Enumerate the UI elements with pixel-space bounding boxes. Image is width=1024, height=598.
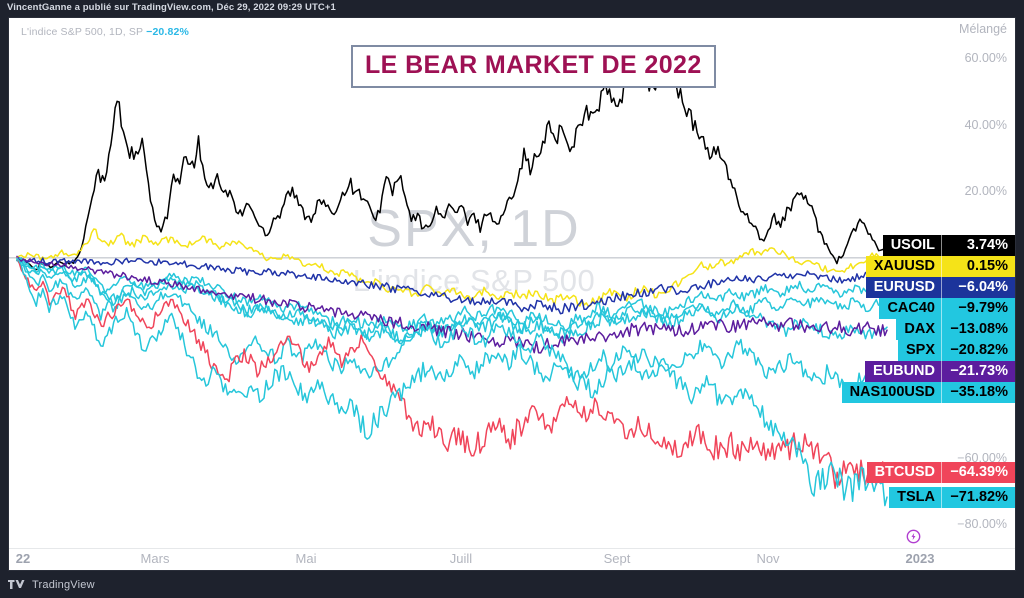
- price-tick: 40.00%: [964, 117, 1007, 132]
- time-tick: Mai: [295, 551, 317, 566]
- series-badge-usoil[interactable]: USOIL 3.74%: [882, 234, 1015, 256]
- series-badge-symbol: DAX: [904, 321, 935, 338]
- series-badge-value: −71.82%: [941, 486, 1015, 508]
- series-badge-symbol: NAS100USD: [849, 384, 935, 401]
- series-badge-symbol: TSLA: [897, 488, 935, 505]
- series-badge-symbol: XAUUSD: [873, 258, 935, 275]
- series-badge-symbol: EURUSD: [873, 279, 935, 296]
- series-badge-symbol: BTCUSD: [874, 464, 935, 481]
- series-badge-value: −21.73%: [941, 360, 1015, 382]
- legend-symbol-text: L'indice S&P 500, 1D, SP: [21, 26, 144, 38]
- price-tick: −60.00%: [957, 450, 1007, 465]
- plot-area[interactable]: SPX, 1D L'indice S&P 500 L'indice S&P 50…: [9, 18, 939, 551]
- time-tick: Mars: [140, 551, 170, 566]
- series-badge-symbol: EUBUND: [872, 363, 935, 380]
- series-badge-eurusd[interactable]: EURUSD −6.04%: [865, 276, 1015, 298]
- series-badge-nas100usd[interactable]: NAS100USD −35.18%: [841, 381, 1015, 403]
- time-scale[interactable]: 22 Mars Mai Juill Sept Nov 2023: [9, 548, 1015, 570]
- legend-change-value: −20.82%: [146, 26, 189, 38]
- series-badge-value: −64.39%: [941, 461, 1015, 483]
- price-tick: 20.00%: [964, 184, 1007, 199]
- series-line-btcusd: [16, 256, 888, 490]
- series-badge-btcusd[interactable]: BTCUSD −64.39%: [866, 461, 1015, 483]
- series-badge-symbol: USOIL: [890, 237, 935, 254]
- series-badge-xauusd[interactable]: XAUUSD 0.15%: [865, 255, 1015, 277]
- series-line-dax: [16, 257, 888, 344]
- publisher-bar: VincentGanne a publié sur TradingView.co…: [0, 0, 1024, 16]
- series-line-xauusd: [16, 228, 888, 308]
- series-badge-spx[interactable]: SPX −20.82%: [897, 339, 1015, 361]
- series-badge-tsla[interactable]: TSLA −71.82%: [889, 486, 1015, 508]
- series-line-spx: [16, 257, 888, 345]
- series-badge-value: 0.15%: [941, 255, 1015, 277]
- series-badge-value: −9.79%: [941, 297, 1015, 319]
- series-badge-value: −6.04%: [941, 276, 1015, 298]
- price-tick: −80.00%: [957, 517, 1007, 532]
- series-badge-value: −35.18%: [941, 381, 1015, 403]
- time-tick: Nov: [756, 551, 780, 566]
- lightning-bolt-icon[interactable]: [906, 529, 921, 544]
- price-scale-mode-label: Mélangé: [959, 22, 1007, 36]
- series-line-usoil: [16, 52, 888, 271]
- title-banner: LE BEAR MARKET DE 2022: [351, 45, 716, 88]
- series-line-nas100usd: [16, 259, 888, 399]
- series-plot: [9, 52, 939, 507]
- series-badge-cac40[interactable]: CAC40 −9.79%: [879, 297, 1015, 319]
- chart-frame: SPX, 1D L'indice S&P 500 L'indice S&P 50…: [8, 17, 1016, 571]
- series-badge-value: −13.08%: [941, 318, 1015, 340]
- time-tick: 22: [15, 551, 31, 566]
- price-tick: 60.00%: [964, 50, 1007, 65]
- series-badge-symbol: CAC40: [887, 300, 935, 317]
- chart-symbol-legend[interactable]: L'indice S&P 500, 1D, SP −20.82%: [21, 26, 189, 38]
- series-line-tsla: [16, 257, 888, 507]
- tradingview-footer: TradingView: [0, 571, 1024, 598]
- series-line-cac40: [16, 257, 888, 333]
- tradingview-brand-label: TradingView: [32, 578, 95, 591]
- series-badge-symbol: SPX: [905, 342, 935, 359]
- series-badge-dax[interactable]: DAX −13.08%: [896, 318, 1015, 340]
- series-line-eurusd: [16, 256, 888, 315]
- time-tick: Sept: [603, 551, 631, 566]
- tradingview-logo-icon: [8, 579, 26, 590]
- series-badge-value: −20.82%: [941, 339, 1015, 361]
- series-badge-eubund[interactable]: EUBUND −21.73%: [864, 360, 1015, 382]
- time-tick: 2023: [905, 551, 935, 566]
- time-tick: Juill: [449, 551, 473, 566]
- series-badge-value: 3.74%: [941, 234, 1015, 256]
